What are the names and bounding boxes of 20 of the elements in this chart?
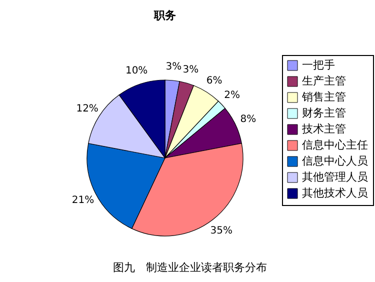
data-label: 3% (182, 64, 199, 76)
legend-label: 生产主管 (302, 74, 346, 88)
data-label: 35% (210, 226, 233, 237)
legend-label: 其他管理人员 (302, 170, 368, 184)
data-label: 21% (72, 194, 94, 206)
data-label: 6% (206, 75, 222, 86)
legend-label: 其他技术人员 (302, 186, 368, 200)
legend-label: 财务主管 (302, 106, 346, 120)
legend-label: 信息中心人员 (302, 154, 368, 168)
legend-label: 一把手 (302, 58, 335, 72)
data-label: 12% (76, 104, 98, 115)
legend-label: 销售主管 (301, 90, 346, 104)
data-label: 8% (240, 114, 256, 125)
legend-label: 技术主管 (301, 122, 346, 136)
data-label: 3% (166, 61, 182, 72)
legend-label: 信息中心主任 (302, 138, 368, 152)
data-label: 2% (224, 90, 240, 102)
text: 图九 制造业企业读者职务分布 (113, 261, 267, 274)
data-label: 10% (125, 66, 148, 77)
chart-title: 职务 (153, 9, 176, 22)
